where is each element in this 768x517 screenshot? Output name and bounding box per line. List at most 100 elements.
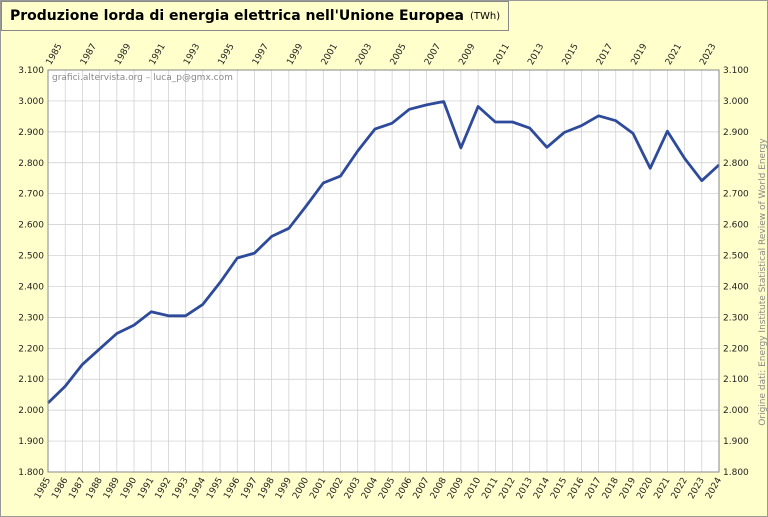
y-tick-label-right: 1.900 — [723, 437, 749, 447]
y-axis-left: 1.800 1.900 2.000 2.100 2.200 2.300 2.400 2.500… — [18, 66, 44, 478]
x-tick-label-top: 1989 — [113, 42, 133, 67]
x-tick-label-bottom: 1987 — [67, 476, 87, 501]
x-tick-label-bottom: 2006 — [394, 476, 414, 501]
y-axis-right: 1.800 1.900 2.000 2.100 2.200 2.300 2.400 2.500… — [723, 66, 749, 478]
x-tick-label-bottom: 1994 — [188, 476, 208, 501]
x-tick-label-bottom: 2009 — [446, 476, 466, 501]
x-tick-label-bottom: 2020 — [635, 476, 655, 501]
x-tick-label-bottom: 1996 — [222, 476, 242, 501]
x-tick-label-bottom: 2005 — [377, 476, 397, 501]
x-tick-label-bottom: 1986 — [50, 476, 70, 501]
y-tick-label-right: 2.300 — [723, 313, 749, 323]
y-tick-label-left: 2.500 — [18, 252, 44, 262]
chart-unit: (TWh) — [469, 10, 501, 22]
x-axis-top: 1985 1987 1989 1991 1993 1995 1997 1999 2001 2003… — [45, 42, 719, 67]
x-tick-label-bottom: 2017 — [584, 476, 604, 501]
x-tick-label-bottom: 1991 — [136, 476, 156, 501]
y-tick-label-left: 2.400 — [18, 282, 44, 292]
x-tick-label-top: 1985 — [45, 42, 65, 67]
x-tick-label-bottom: 2011 — [480, 476, 500, 501]
y-tick-label-right: 2.000 — [723, 406, 749, 416]
x-axis-bottom: 1985198619871988198919901991199219931994… — [33, 476, 724, 501]
x-tick-label-top: 1995 — [217, 42, 237, 67]
y-tick-label-right: 2.100 — [723, 375, 749, 385]
x-tick-label-top: 2007 — [423, 42, 443, 67]
x-tick-label-top: 2009 — [457, 42, 477, 67]
x-tick-label-bottom: 1992 — [154, 476, 174, 501]
x-tick-label-top: 2003 — [354, 42, 374, 67]
x-tick-label-bottom: 1985 — [33, 476, 53, 501]
x-tick-label-bottom: 2010 — [463, 476, 483, 501]
y-tick-label-right: 3.000 — [723, 97, 749, 107]
x-tick-label-bottom: 2014 — [532, 476, 552, 501]
plot-border — [47, 69, 720, 473]
x-tick-label-bottom: 2004 — [360, 476, 380, 501]
y-tick-label-right: 1.800 — [723, 468, 749, 478]
grid-lines — [47, 69, 720, 473]
x-tick-label-top: 2023 — [698, 42, 718, 67]
x-tick-label-bottom: 2021 — [652, 476, 672, 501]
x-tick-label-top: 2001 — [320, 42, 340, 67]
y-tick-label-left: 3.000 — [18, 97, 44, 107]
y-tick-label-right: 2.700 — [723, 190, 749, 200]
title-box: Produzione lorda di energia elettrica ne… — [1, 1, 510, 31]
series-line — [47, 100, 720, 405]
y-tick-label-left: 2.600 — [18, 221, 44, 231]
x-tick-label-bottom: 2012 — [498, 476, 518, 501]
y-tick-label-right: 2.800 — [723, 159, 749, 169]
x-tick-label-bottom: 2003 — [343, 476, 363, 501]
x-tick-label-bottom: 2024 — [704, 476, 724, 501]
y-tick-label-left: 2.200 — [18, 344, 44, 354]
x-tick-label-bottom: 2013 — [515, 476, 535, 501]
x-tick-label-top: 1987 — [79, 42, 99, 67]
y-tick-label-right: 2.500 — [723, 252, 749, 262]
x-tick-label-bottom: 2008 — [429, 476, 449, 501]
y-tick-label-left: 3.100 — [18, 66, 44, 76]
y-tick-label-right: 2.400 — [723, 282, 749, 292]
y-tick-label-left: 1.800 — [18, 468, 44, 478]
x-tick-label-bottom: 2000 — [291, 476, 311, 501]
y-tick-label-right: 3.100 — [723, 66, 749, 76]
x-tick-label-bottom: 1988 — [85, 476, 105, 501]
x-tick-label-top: 2019 — [630, 42, 650, 67]
x-tick-label-bottom: 1993 — [171, 476, 191, 501]
x-tick-label-top: 2005 — [389, 42, 409, 67]
x-tick-label-bottom: 1999 — [274, 476, 294, 501]
x-tick-label-bottom: 1989 — [102, 476, 122, 501]
x-tick-label-bottom: 1995 — [205, 476, 225, 501]
x-tick-label-top: 1999 — [285, 42, 305, 67]
x-tick-label-top: 2011 — [492, 42, 512, 67]
x-tick-label-top: 1997 — [251, 42, 271, 67]
chart-title: Produzione lorda di energia elettrica ne… — [10, 8, 464, 24]
x-tick-label-bottom: 2023 — [687, 476, 707, 501]
plot-area — [48, 70, 719, 472]
y-tick-label-left: 2.100 — [18, 375, 44, 385]
x-tick-label-bottom: 1997 — [240, 476, 260, 501]
y-tick-label-right: 2.600 — [723, 221, 749, 231]
x-tick-label-bottom: 2018 — [601, 476, 621, 501]
y-tick-label-right: 2.200 — [723, 344, 749, 354]
x-tick-label-top: 1993 — [182, 42, 202, 67]
x-tick-label-bottom: 2022 — [670, 476, 690, 501]
x-tick-label-bottom: 1998 — [257, 476, 277, 501]
y-tick-label-right: 2.900 — [723, 128, 749, 138]
y-tick-label-left: 2.800 — [18, 159, 44, 169]
x-tick-label-top: 2015 — [561, 42, 581, 67]
x-tick-label-bottom: 2019 — [618, 476, 638, 501]
x-tick-label-bottom: 2007 — [412, 476, 432, 501]
x-tick-label-bottom: 2015 — [549, 476, 569, 501]
x-tick-label-bottom: 2016 — [566, 476, 586, 501]
y-tick-label-left: 2.700 — [18, 190, 44, 200]
x-tick-label-bottom: 2002 — [326, 476, 346, 501]
x-tick-label-top: 2017 — [595, 42, 615, 67]
y-tick-label-left: 2.000 — [18, 406, 44, 416]
watermark-text: grafici.altervista.org – luca_p@gmx.com — [52, 73, 233, 83]
x-tick-label-top: 1991 — [148, 42, 168, 67]
x-tick-label-bottom: 2001 — [308, 476, 328, 501]
y-tick-label-left: 2.300 — [18, 313, 44, 323]
x-tick-label-top: 2021 — [664, 42, 684, 67]
x-tick-label-top: 2013 — [526, 42, 546, 67]
source-text: Origine dati: Energy Institute Statistic… — [758, 138, 768, 426]
y-tick-label-left: 2.900 — [18, 128, 44, 138]
